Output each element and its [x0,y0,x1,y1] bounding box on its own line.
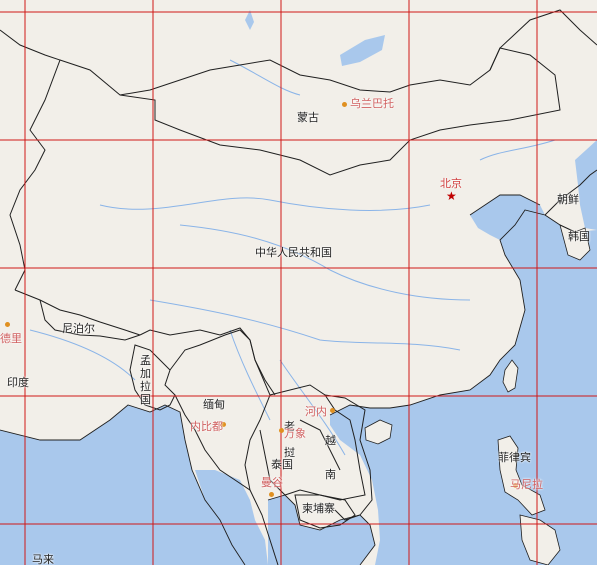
city-label-manila[interactable]: 马尼拉 [510,478,543,491]
city-label-bangkok[interactable]: 曼谷 [261,476,283,489]
coastlines [0,194,546,565]
country-label-vietnam[interactable]: 越南 [325,434,336,481]
taiwan-island [502,359,519,393]
south-china-sea [330,210,597,565]
hainan-island [364,419,393,445]
bay-of-bengal [0,405,245,565]
luzon-island [497,435,546,516]
sea-of-japan [575,140,597,230]
country-label-bangladesh[interactable]: 孟加拉国 [140,354,151,406]
lake-baikal-part [340,35,385,66]
vientiane-marker-dot-icon[interactable] [279,428,284,433]
lake-khovsgol [245,10,254,30]
country-label-cambodia[interactable]: 柬埔寨 [302,502,335,515]
city-label-naypyidaw[interactable]: 内比都 [190,420,223,433]
national-borders [0,9,597,565]
country-label-laos[interactable]: 老挝 [284,420,295,459]
naypyidaw-marker-dot-icon[interactable] [221,422,226,427]
country-label-myanmar[interactable]: 缅甸 [203,398,225,411]
country-label-north-korea[interactable]: 朝鲜 [557,193,579,206]
country-label-china[interactable]: 中华人民共和国 [255,246,332,259]
country-label-mongolia[interactable]: 蒙古 [297,111,319,124]
city-label-new-delhi[interactable]: 德里 [0,332,22,345]
new-delhi-marker-dot-icon[interactable] [5,322,10,327]
mindoro-visayas [519,514,561,565]
beijing-capital-star-icon[interactable]: ★ [446,189,457,203]
city-label-beijing[interactable]: 北京 [440,177,462,190]
bohai-yellow-sea [470,195,545,240]
country-label-philippines[interactable]: 菲律宾 [498,451,531,464]
manila-marker-dot-icon[interactable] [513,483,518,488]
bangkok-marker-dot-icon[interactable] [269,492,274,497]
country-label-malaysia[interactable]: 马来 [32,553,54,565]
city-label-hanoi[interactable]: 河内 [305,405,327,418]
city-label-vientiane[interactable]: 万象 [284,427,306,440]
andaman-sea [195,470,268,565]
city-label-ulaanbaatar[interactable]: 乌兰巴托 [350,97,394,110]
rivers [29,59,556,456]
country-label-india[interactable]: 印度 [7,376,29,389]
country-label-nepal[interactable]: 尼泊尔 [62,322,95,335]
country-label-thailand[interactable]: 泰国 [271,458,293,471]
hanoi-marker-dot-icon[interactable] [330,408,335,413]
country-label-south-korea[interactable]: 韩国 [568,230,590,243]
ulaanbaatar-marker-dot-icon[interactable] [342,102,347,107]
gulf-of-thailand [268,495,375,565]
